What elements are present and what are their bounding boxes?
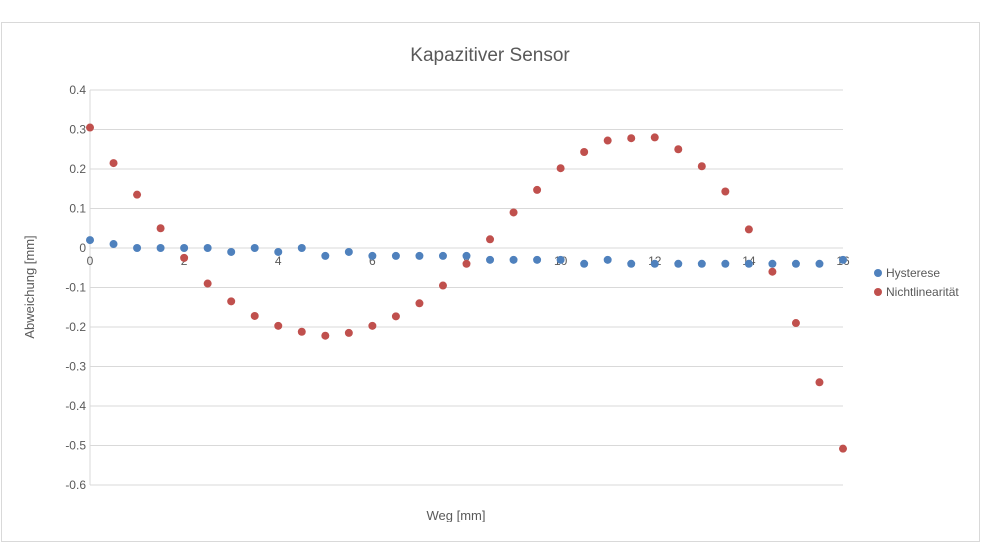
data-point (438, 251, 447, 260)
data-point (768, 259, 777, 268)
data-point (697, 162, 706, 171)
data-point (721, 259, 730, 268)
data-point (368, 321, 377, 330)
x-tick-label: 6 (369, 254, 376, 268)
y-tick-label: 0.4 (69, 83, 86, 97)
data-point (368, 251, 377, 260)
data-point (86, 123, 94, 132)
data-point (815, 378, 824, 387)
data-point (180, 253, 189, 262)
data-point (556, 255, 565, 264)
legend-label: Nichtlinearität (886, 285, 959, 299)
y-tick-label: -0.2 (65, 320, 86, 334)
data-point (462, 259, 471, 268)
data-point (344, 328, 353, 337)
data-point (297, 327, 306, 336)
data-point (391, 251, 400, 260)
data-point (250, 311, 259, 320)
y-axis-label: Abweichung [mm] (22, 235, 37, 338)
data-point (603, 255, 612, 264)
data-point (627, 259, 636, 268)
data-point (133, 190, 142, 199)
y-tick-labels: 0.4 0.3 0.2 0.1 0 -0.1 -0.2 -0.3 -0.4 -0.5 -0.6 (65, 83, 86, 492)
data-point (839, 255, 847, 264)
data-point (486, 255, 495, 264)
y-tick-label: 0.2 (69, 162, 86, 176)
data-point (180, 244, 189, 252)
series-2 (86, 123, 847, 453)
data-point (791, 319, 800, 328)
data-point (133, 244, 142, 252)
chart-area: Kapazitiver Sensor 0.4 0.3 0.2 0.1 0 -0.1 -0.2… (1, 22, 980, 542)
data-point (768, 267, 777, 276)
data-point (274, 247, 283, 256)
data-point (650, 133, 659, 142)
data-point (203, 279, 212, 288)
data-point (627, 134, 636, 143)
x-tick-label: 4 (275, 254, 282, 268)
data-point (791, 259, 800, 268)
data-point (415, 299, 424, 308)
data-point (556, 164, 565, 173)
legend-marker (874, 288, 882, 296)
x-tick-label: 0 (87, 254, 94, 268)
x-axis-label: Weg [mm] (427, 508, 486, 522)
data-point (156, 224, 165, 233)
y-tick-label: -0.4 (65, 399, 86, 413)
scatter-chart: Kapazitiver Sensor 0.40.30.20.10-0.1-0.2… (22, 45, 959, 522)
data-point (227, 247, 236, 256)
y-tick-label: -0.1 (65, 281, 86, 295)
data-point (674, 259, 683, 268)
legend-label: Hysterese (886, 266, 940, 280)
y-tick-label: 0.3 (69, 123, 86, 137)
data-point (227, 297, 236, 306)
y-tick-label: 0.1 (69, 202, 86, 216)
data-point (486, 235, 495, 244)
y-tick-label: -0.6 (65, 478, 86, 492)
y-tick-label: -0.5 (65, 439, 86, 453)
data-point (580, 148, 589, 157)
data-point (156, 244, 165, 252)
data-point (697, 259, 706, 268)
data-point (603, 136, 612, 145)
series-1 (86, 236, 847, 268)
data-point (839, 444, 847, 453)
data-point (744, 225, 753, 234)
data-point (86, 236, 94, 245)
data-points (86, 123, 847, 453)
data-point (109, 159, 118, 168)
legend-marker (874, 269, 882, 277)
data-point (674, 145, 683, 154)
data-point (321, 251, 330, 260)
legend: Hysterese Nichtlinearität (874, 266, 959, 299)
data-point (533, 185, 542, 194)
gridlines (89, 89, 843, 486)
data-point (321, 331, 330, 340)
data-point (815, 259, 824, 268)
data-point (391, 312, 400, 321)
data-point (297, 244, 306, 252)
data-point (533, 255, 542, 264)
data-point (509, 208, 518, 217)
data-point (438, 281, 447, 290)
data-point (203, 244, 212, 252)
data-point (109, 240, 118, 249)
data-point (650, 259, 659, 268)
chart-title: Kapazitiver Sensor (410, 45, 570, 66)
data-point (744, 259, 753, 268)
data-point (462, 251, 471, 260)
data-point (721, 187, 730, 196)
data-point (509, 255, 518, 264)
data-point (274, 321, 283, 330)
data-point (344, 247, 353, 256)
data-point (250, 244, 259, 252)
y-tick-label: -0.3 (65, 360, 86, 374)
data-point (415, 251, 424, 260)
data-point (580, 259, 589, 268)
y-tick-label: 0 (79, 241, 86, 255)
